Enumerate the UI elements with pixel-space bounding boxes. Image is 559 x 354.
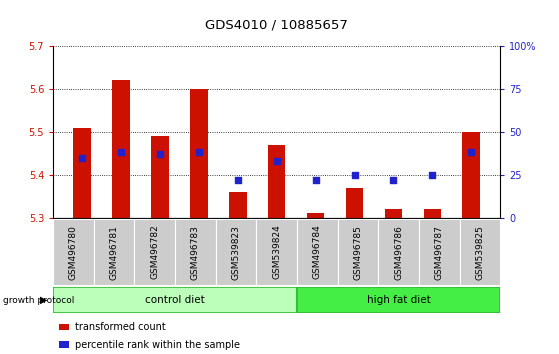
Text: growth protocol: growth protocol <box>3 296 74 304</box>
Text: GSM496784: GSM496784 <box>313 225 322 279</box>
Text: GSM496786: GSM496786 <box>394 225 403 280</box>
Bar <box>338 219 378 285</box>
Bar <box>385 209 402 218</box>
Bar <box>419 219 459 285</box>
Bar <box>151 136 169 218</box>
Bar <box>424 209 441 218</box>
Text: GSM496781: GSM496781 <box>110 225 119 280</box>
Bar <box>73 127 91 218</box>
Point <box>467 150 476 155</box>
Bar <box>216 219 257 285</box>
Bar <box>346 188 363 218</box>
Text: GDS4010 / 10885657: GDS4010 / 10885657 <box>205 19 348 32</box>
Text: control diet: control diet <box>145 295 205 305</box>
Bar <box>53 287 297 313</box>
Bar <box>462 132 480 218</box>
Point <box>117 150 126 155</box>
Bar <box>59 324 69 330</box>
Bar <box>112 80 130 218</box>
Text: high fat diet: high fat diet <box>367 295 430 305</box>
Bar <box>134 219 175 285</box>
Bar <box>257 219 297 285</box>
Point <box>350 172 359 178</box>
Bar <box>459 219 500 285</box>
Bar <box>175 219 216 285</box>
Text: GSM496787: GSM496787 <box>435 225 444 280</box>
Bar <box>378 219 419 285</box>
Point <box>272 158 281 164</box>
Point <box>389 177 398 183</box>
Text: GSM496785: GSM496785 <box>353 225 363 280</box>
Bar <box>53 219 94 285</box>
Text: GSM496783: GSM496783 <box>191 225 200 280</box>
Point <box>195 150 203 155</box>
Text: GSM496782: GSM496782 <box>150 225 159 279</box>
Text: transformed count: transformed count <box>75 322 165 332</box>
Text: GSM496780: GSM496780 <box>69 225 78 280</box>
Text: ▶: ▶ <box>40 295 48 305</box>
Bar <box>59 341 69 348</box>
Bar <box>229 192 247 218</box>
Text: GSM539825: GSM539825 <box>476 225 485 280</box>
Text: GSM539824: GSM539824 <box>272 225 281 279</box>
Point <box>155 152 164 157</box>
Bar <box>307 213 324 218</box>
Point <box>428 172 437 178</box>
Point <box>78 155 87 160</box>
Bar <box>297 219 338 285</box>
Text: GSM539823: GSM539823 <box>231 225 240 280</box>
Bar <box>268 145 286 218</box>
Bar <box>94 219 134 285</box>
Text: percentile rank within the sample: percentile rank within the sample <box>75 340 240 350</box>
Point <box>233 177 242 183</box>
Bar <box>297 287 500 313</box>
Point <box>311 177 320 183</box>
Bar <box>190 89 207 218</box>
